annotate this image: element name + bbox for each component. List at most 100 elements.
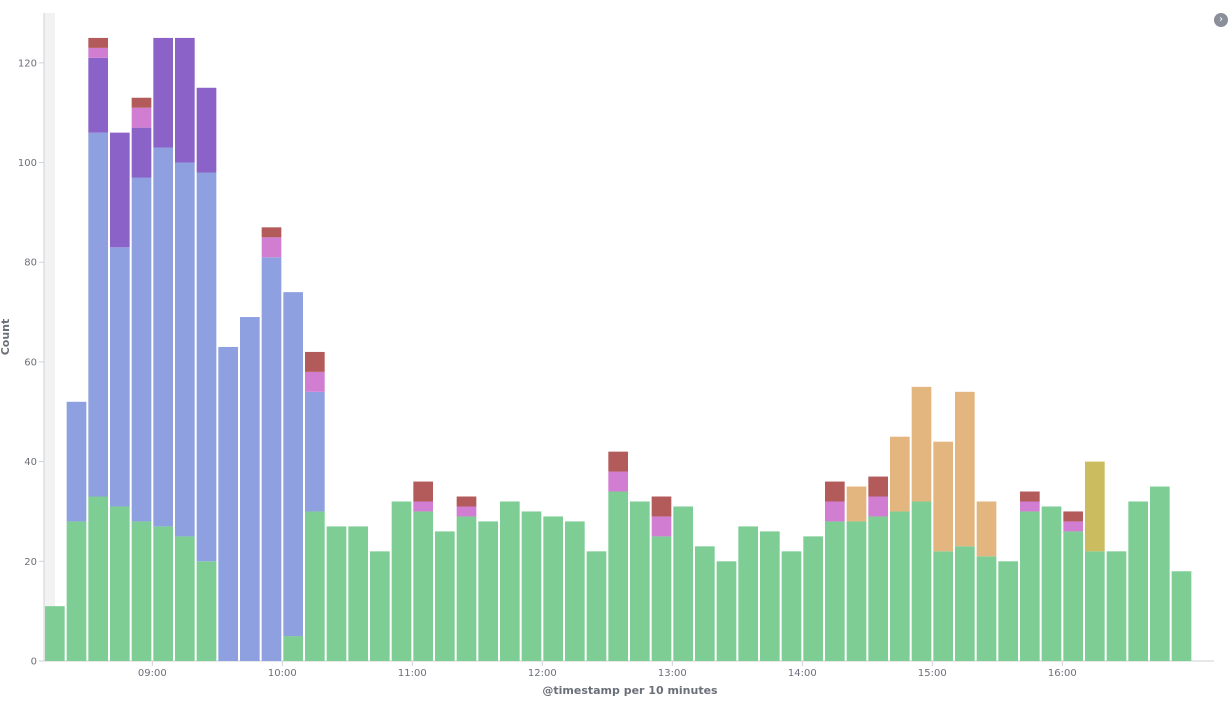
bar-segment[interactable] (305, 511, 325, 661)
bar-segment[interactable] (521, 511, 542, 661)
bar-segment[interactable] (66, 401, 87, 522)
bar-segment[interactable] (1128, 501, 1148, 661)
bar-segment[interactable] (110, 506, 130, 661)
legend-toggle-icon[interactable]: › (1214, 13, 1228, 27)
bar-segment[interactable] (391, 501, 412, 661)
bar-segment[interactable] (88, 37, 108, 48)
bar-segment[interactable] (218, 346, 238, 661)
bar-segment[interactable] (868, 496, 888, 517)
bar-segment[interactable] (846, 521, 867, 661)
bar-segment[interactable] (933, 441, 953, 552)
bar-segment[interactable] (911, 386, 932, 502)
bar-segment[interactable] (1085, 461, 1105, 552)
bar-segment[interactable] (131, 127, 152, 178)
bar-segment[interactable] (175, 162, 195, 537)
bar-segment[interactable] (695, 546, 715, 661)
bar-segment[interactable] (88, 47, 108, 58)
bar-segment[interactable] (435, 531, 455, 661)
bar-segment[interactable] (456, 496, 477, 507)
bar-segment[interactable] (803, 536, 823, 661)
bar-segment[interactable] (868, 516, 888, 661)
bar-segment[interactable] (825, 521, 845, 661)
bar-segment[interactable] (88, 57, 108, 133)
bar-segment[interactable] (608, 451, 628, 472)
bar-segment[interactable] (66, 521, 87, 661)
bar-segment[interactable] (1020, 491, 1040, 502)
bar-segment[interactable] (543, 516, 563, 661)
bar-segment[interactable] (1063, 521, 1083, 532)
bar-segment[interactable] (846, 486, 867, 522)
bar-segment[interactable] (196, 87, 217, 173)
bar-segment[interactable] (370, 551, 390, 661)
bar-segment[interactable] (240, 317, 260, 661)
bar-segment[interactable] (955, 546, 975, 661)
bar-segment[interactable] (1063, 531, 1083, 661)
bar-segment[interactable] (1020, 511, 1040, 661)
bar-segment[interactable] (565, 521, 585, 661)
bar-segment[interactable] (456, 506, 477, 517)
bar-segment[interactable] (153, 147, 173, 527)
bar-segment[interactable] (196, 172, 217, 562)
bar-segment[interactable] (305, 351, 325, 372)
bar-segment[interactable] (131, 177, 152, 522)
bar-segment[interactable] (868, 476, 888, 497)
bar-segment[interactable] (413, 501, 433, 512)
bar-segment[interactable] (890, 511, 910, 661)
bar-segment[interactable] (651, 536, 672, 661)
bar-segment[interactable] (153, 526, 173, 661)
bar-segment[interactable] (88, 132, 108, 497)
bar-segment[interactable] (1106, 551, 1127, 661)
bar-segment[interactable] (413, 511, 433, 661)
bar-segment[interactable] (825, 501, 845, 522)
bar-segment[interactable] (283, 292, 303, 637)
bar-segment[interactable] (110, 132, 130, 248)
bar-segment[interactable] (1085, 551, 1105, 661)
bar-segment[interactable] (955, 391, 975, 547)
bar-segment[interactable] (131, 521, 152, 661)
bar-segment[interactable] (131, 107, 152, 128)
bar-segment[interactable] (738, 526, 758, 661)
bar-segment[interactable] (261, 257, 282, 661)
bar-segment[interactable] (413, 481, 433, 502)
bar-segment[interactable] (911, 501, 932, 661)
bar-segment[interactable] (1041, 506, 1062, 661)
bar-segment[interactable] (283, 636, 303, 661)
bar-segment[interactable] (153, 37, 173, 148)
bar-segment[interactable] (1171, 571, 1192, 661)
bar-segment[interactable] (456, 516, 477, 661)
bar-segment[interactable] (673, 506, 693, 661)
bar-segment[interactable] (88, 496, 108, 661)
bar-segment[interactable] (716, 561, 737, 661)
bar-segment[interactable] (825, 481, 845, 502)
bar-segment[interactable] (630, 501, 650, 661)
bar-segment[interactable] (478, 521, 498, 661)
bar-segment[interactable] (608, 491, 628, 661)
bar-segment[interactable] (261, 227, 282, 238)
bar-segment[interactable] (781, 551, 802, 661)
bar-segment[interactable] (976, 501, 997, 557)
bar-segment[interactable] (651, 496, 672, 517)
bar-segment[interactable] (1063, 511, 1083, 522)
bar-segment[interactable] (305, 371, 325, 392)
bar-segment[interactable] (326, 526, 347, 661)
bar-segment[interactable] (500, 501, 520, 661)
bar-segment[interactable] (760, 531, 780, 661)
bar-segment[interactable] (651, 516, 672, 537)
bar-segment[interactable] (608, 471, 628, 492)
bar-segment[interactable] (976, 556, 997, 661)
bar-segment[interactable] (196, 561, 217, 661)
bar-segment[interactable] (261, 237, 282, 258)
bar-segment[interactable] (933, 551, 953, 661)
bar-segment[interactable] (110, 247, 130, 507)
bar-segment[interactable] (175, 37, 195, 163)
bar-segment[interactable] (131, 97, 152, 108)
bar-segment[interactable] (586, 551, 607, 661)
bar-segment[interactable] (998, 561, 1018, 661)
bar-segment[interactable] (175, 536, 195, 661)
bar-segment[interactable] (348, 526, 368, 661)
bar-segment[interactable] (305, 391, 325, 512)
bar-segment[interactable] (1150, 486, 1170, 661)
bar-segment[interactable] (1020, 501, 1040, 512)
bar-segment[interactable] (890, 436, 910, 512)
bar-segment[interactable] (45, 606, 65, 661)
